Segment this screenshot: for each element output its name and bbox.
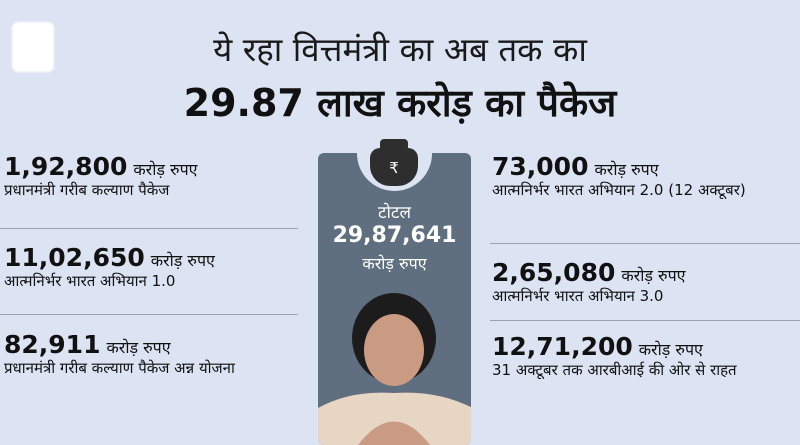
rupee-icon: ₹ [370,148,418,186]
unit: करोड़ रुपए [638,340,703,359]
right-item-3: 12,71,200 करोड़ रुपए 31 अक्टूबर तक आरबीआई… [492,332,772,380]
divider [0,314,298,315]
amount: 82,911 [4,330,101,359]
unit: करोड़ रुपए [621,266,686,285]
description: आत्मनिर्भर भारत अभियान 1.0 [4,272,176,290]
logo [12,22,54,72]
title-line-2: 29.87 लाख करोड़ का पैकेज [183,81,617,125]
left-item-1: 1,92,800 करोड़ रुपए प्रधानमंत्री गरीब कल्… [4,152,304,200]
amount: 12,71,200 [492,332,633,361]
total-panel: टोटल 29,87,641 करोड़ रुपए [318,153,471,445]
divider [0,228,298,229]
unit: करोड़ रुपए [150,251,215,270]
title-line-1: ये रहा वित्तमंत्री का अब तक का [213,30,587,69]
divider [490,320,800,321]
description: प्रधानमंत्री गरीब कल्याण पैकेज [4,181,170,199]
right-item-2: 2,65,080 करोड़ रुपए आत्मनिर्भर भारत अभिया… [492,258,792,306]
total-amount: 29,87,641 [332,223,457,248]
amount: 11,02,650 [4,243,145,272]
right-item-1: 73,000 करोड़ रुपए आत्मनिर्भर भारत अभियान … [492,152,792,200]
unit: करोड़ रुपए [133,160,198,179]
finance-minister-photo [318,293,471,445]
total-label: टोटल [377,203,412,223]
amount: 1,92,800 [4,152,128,181]
left-item-3: 82,911 करोड़ रुपए प्रधानमंत्री गरीब कल्या… [4,330,254,378]
unit: करोड़ रुपए [594,160,659,179]
unit: करोड़ रुपए [106,338,171,357]
description: आत्मनिर्भर भारत अभियान 3.0 [492,287,664,305]
divider [490,243,800,244]
amount: 2,65,080 [492,258,616,287]
total-unit: करोड़ रुपए [362,254,427,273]
description: प्रधानमंत्री गरीब कल्याण पैकेज अन्न योजन… [4,359,235,377]
amount: 73,000 [492,152,589,181]
description: आत्मनिर्भर भारत अभियान 2.0 (12 अक्टूबर) [492,181,746,199]
description: 31 अक्टूबर तक आरबीआई की ओर से राहत [492,361,737,379]
left-item-2: 11,02,650 करोड़ रुपए आत्मनिर्भर भारत अभिय… [4,243,304,291]
